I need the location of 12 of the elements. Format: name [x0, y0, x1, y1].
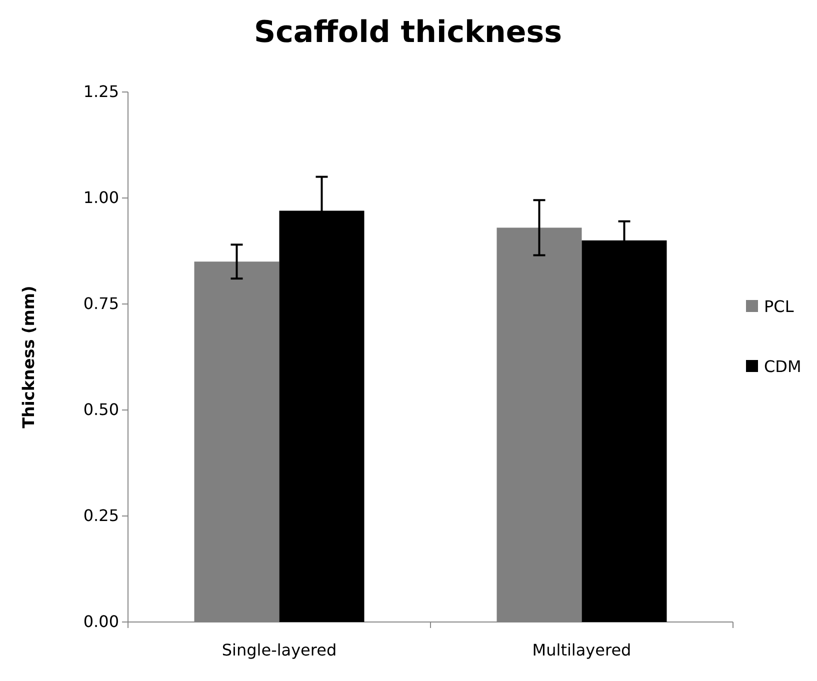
y-tick-label: 1.00 — [83, 188, 119, 208]
y-tick-label: 1.25 — [83, 82, 119, 102]
chart-title: Scaffold thickness — [254, 15, 562, 50]
y-tick-label: 0.25 — [83, 506, 119, 526]
y-axis-title: Thickness (mm) — [19, 286, 38, 428]
legend-label: PCL — [764, 297, 794, 316]
y-tick-label: 0.50 — [83, 400, 119, 420]
legend-label: CDM — [764, 357, 802, 376]
y-tick-label: 0.00 — [83, 612, 119, 632]
x-tick-label: Single-layered — [222, 640, 337, 660]
y-tick-label: 0.75 — [83, 294, 119, 314]
x-tick-label: Multilayered — [532, 640, 632, 660]
